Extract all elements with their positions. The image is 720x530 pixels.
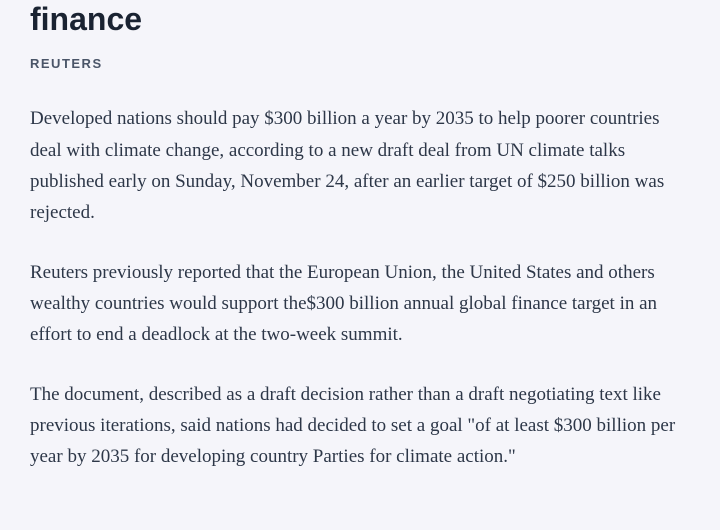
source-label: REUTERS [30,56,690,71]
article-body: Developed nations should pay $300 billio… [30,103,690,472]
paragraph: The document, described as a draft decis… [30,379,690,473]
article: finance REUTERS Developed nations should… [30,0,690,473]
paragraph: Reuters previously reported that the Eur… [30,257,690,351]
paragraph: Developed nations should pay $300 billio… [30,103,690,228]
article-title: finance [30,0,690,38]
